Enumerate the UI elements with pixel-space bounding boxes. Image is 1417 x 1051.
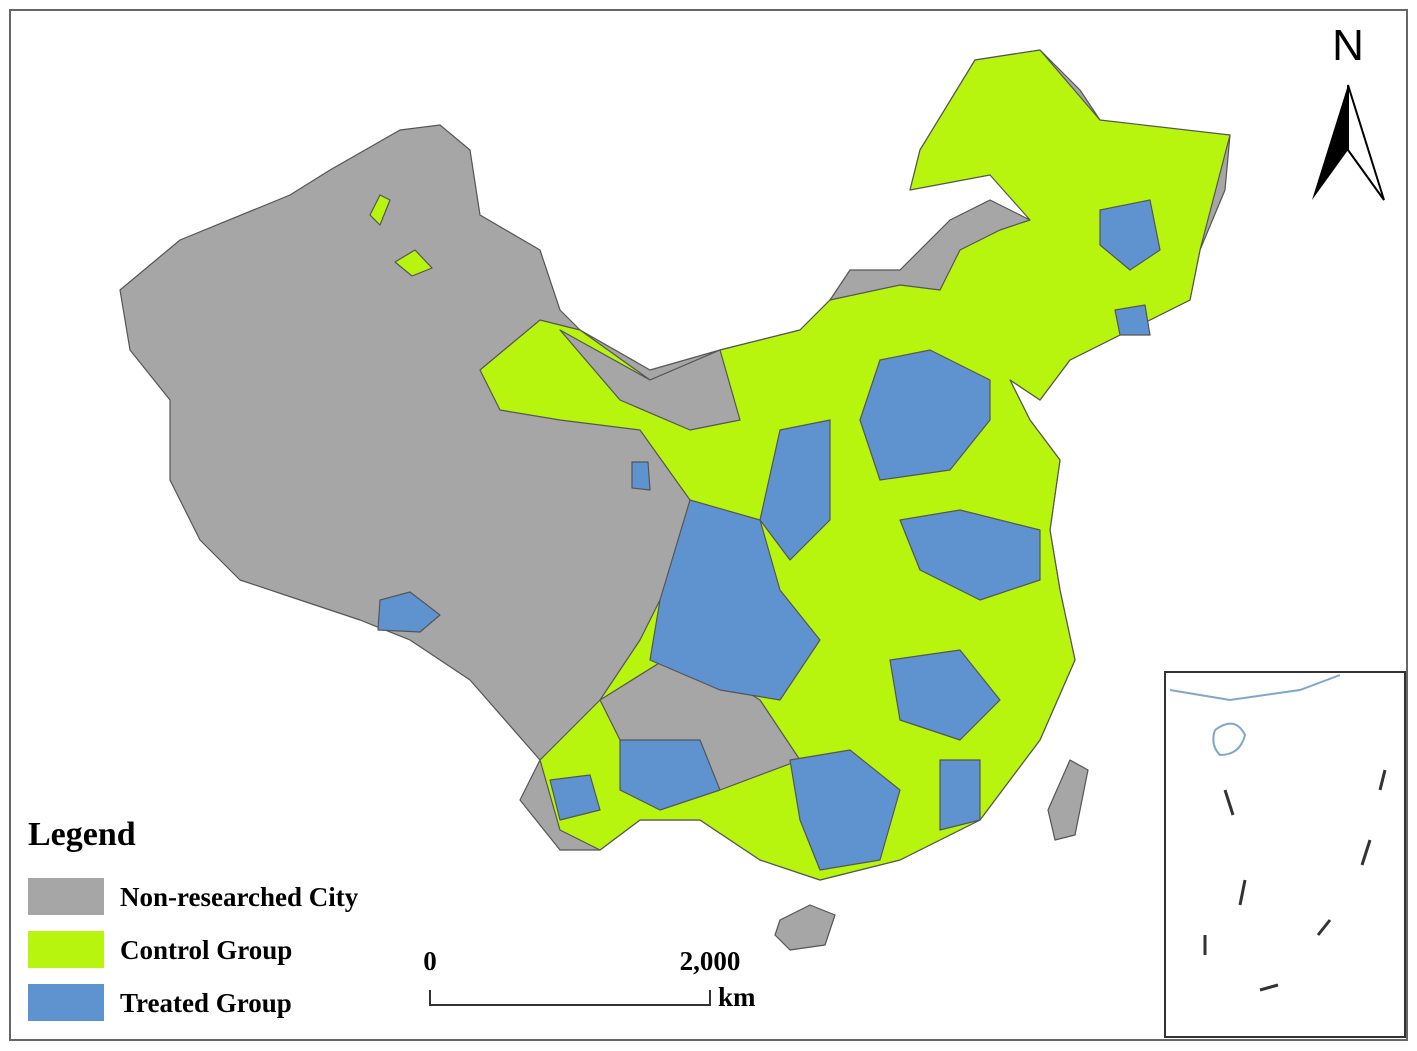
treated-region [759,419,831,561]
legend-label: Control Group [120,935,292,965]
north-arrow [1312,85,1348,200]
legend-swatch [28,878,104,915]
boundary-dashes [1203,769,1387,992]
legend-label: Treated Group [120,988,292,1018]
treated-region [899,509,1041,601]
legend-swatch [28,984,104,1021]
legend-swatch [28,931,104,968]
treated-region [649,499,821,701]
inset-coast [1169,674,1341,757]
inset-frame [1164,671,1406,1038]
treated-region [859,349,991,481]
treated-region [939,759,981,831]
non-researched-region [559,329,741,431]
scale-end: 2,000 [680,946,741,976]
north-label: N [1332,21,1364,70]
scale-start: 0 [423,946,437,976]
control-region [394,249,433,277]
legend: Non-researched City Control Group Treated … [28,878,359,1021]
north-arrow [1347,84,1385,201]
island [1047,759,1089,841]
treated-region [1114,304,1151,336]
treated-region [889,649,1001,741]
treated-region [1099,199,1161,271]
treated-region [631,461,651,491]
treated-region [619,739,721,811]
treated-region [377,591,441,633]
treated-region [789,749,901,871]
control-region [369,194,391,226]
island [774,904,836,951]
treated-region [549,774,601,821]
legend-title: Legend [28,816,136,853]
legend-label: Non-researched City [120,882,359,912]
scale-bar [429,990,711,1006]
scale-unit: km [718,982,756,1012]
